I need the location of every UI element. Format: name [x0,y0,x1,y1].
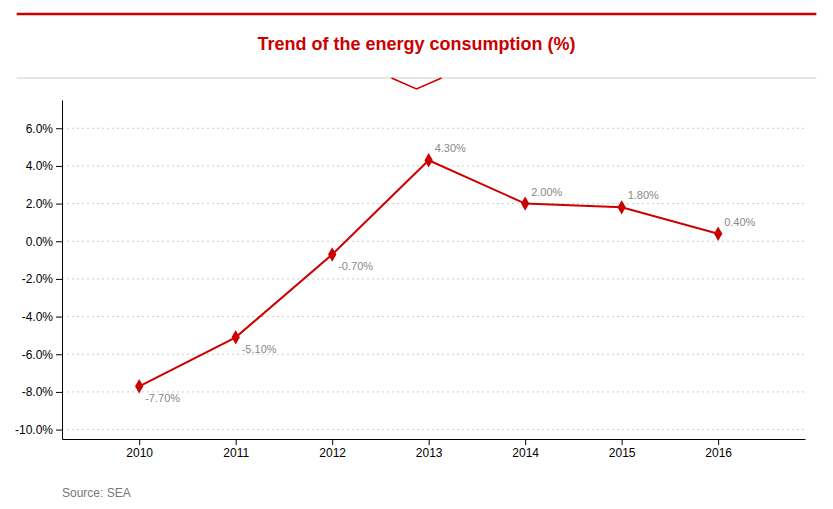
y-tick-label: -2.0% [22,272,54,286]
x-tick-mark [718,439,719,445]
x-tick-label: 2013 [416,446,443,460]
data-label: -7.70% [145,392,180,404]
y-tick: 0.0% [26,235,62,249]
y-tick: -4.0% [22,310,62,324]
data-label: -5.10% [242,343,277,355]
y-tick: 2.0% [26,197,62,211]
data-point [521,196,529,210]
y-tick-mark [56,166,62,167]
grid-line [62,354,805,355]
data-point [425,153,433,167]
y-tick: -6.0% [22,348,62,362]
y-tick-label: -10.0% [15,423,53,437]
data-point [714,227,722,241]
y-tick-label: 2.0% [26,197,54,211]
x-tick-mark [332,439,333,445]
grid-line [62,429,805,430]
x-tick-label: 2011 [223,446,249,460]
data-point [232,330,240,344]
x-axis-line [63,439,806,440]
y-tick-mark [56,392,62,393]
data-point [328,247,336,261]
x-tick: 2013 [416,439,443,460]
y-tick-label: -4.0% [22,310,54,324]
x-tick: 2010 [126,439,153,460]
y-tick-mark [56,354,62,355]
grid-line [62,241,805,242]
y-tick-label: -6.0% [22,348,54,362]
data-point [135,379,143,393]
x-tick-mark [429,439,430,445]
grid-line [62,316,805,317]
x-tick-label: 2016 [705,446,732,460]
data-label: 4.30% [435,142,466,154]
data-line [139,160,718,386]
data-label: -0.70% [338,260,373,272]
chart-container: Trend of the energy consumption (%)20102… [0,0,833,509]
plot-area: 2010201120122013201420152016-10.0%-8.0%-… [15,101,806,460]
y-tick-mark [56,241,62,242]
data-label: 2.00% [531,186,562,198]
data-point [618,200,626,214]
y-tick-mark [56,279,62,280]
grid-line [62,278,805,279]
marks [135,153,722,393]
y-tick: -8.0% [22,385,62,399]
y-tick: 6.0% [26,122,62,136]
y-tick-mark [56,128,62,129]
grid-line [62,128,805,129]
grid-line [62,203,805,204]
x-tick-label: 2014 [512,446,539,460]
x-tick-label: 2012 [319,446,346,460]
y-tick: -2.0% [22,272,62,286]
x-tick: 2012 [319,439,346,460]
y-tick: 4.0% [26,159,62,173]
chart-title: Trend of the energy consumption (%) [257,34,575,54]
x-tick: 2016 [705,439,732,460]
top-rule [17,13,817,16]
x-tick: 2014 [512,439,539,460]
x-tick-mark [622,439,623,445]
y-tick-label: 6.0% [26,122,54,136]
x-tick-mark [525,439,526,445]
y-tick-label: 4.0% [26,159,54,173]
x-tick-mark [139,439,140,445]
x-tick-label: 2010 [126,446,153,460]
y-axis: -10.0% -8.0% -6.0% -4.0% -2.0% 0.0% 2.0% 4.0% 6.… [15,101,63,440]
x-axis: 2010 2011 2012 2013 2014 2015 2016 [63,439,806,460]
y-tick-mark [56,430,62,431]
x-tick-label: 2015 [609,446,636,460]
y-tick-mark [56,317,62,318]
data-labels: -7.70% -5.10% -0.70% 4.30% 2.00% 1.80% 0.40% [145,142,755,404]
data-label: 1.80% [628,189,659,201]
source-note: Source: SEA [62,486,131,500]
y-tick-label: 0.0% [26,235,54,249]
x-tick-mark [236,439,237,445]
x-tick: 2011 [223,439,249,460]
grid-line [62,165,805,166]
x-tick: 2015 [609,439,636,460]
y-tick-label: -8.0% [22,385,54,399]
y-tick-mark [56,204,62,205]
title-separator [17,78,817,79]
data-label: 0.40% [724,216,755,228]
y-tick: -10.0% [15,423,62,437]
separator-notch [392,78,442,89]
chart-svg: Trend of the energy consumption (%)20102… [0,0,833,509]
grid [62,128,805,429]
y-axis-line [62,101,63,440]
